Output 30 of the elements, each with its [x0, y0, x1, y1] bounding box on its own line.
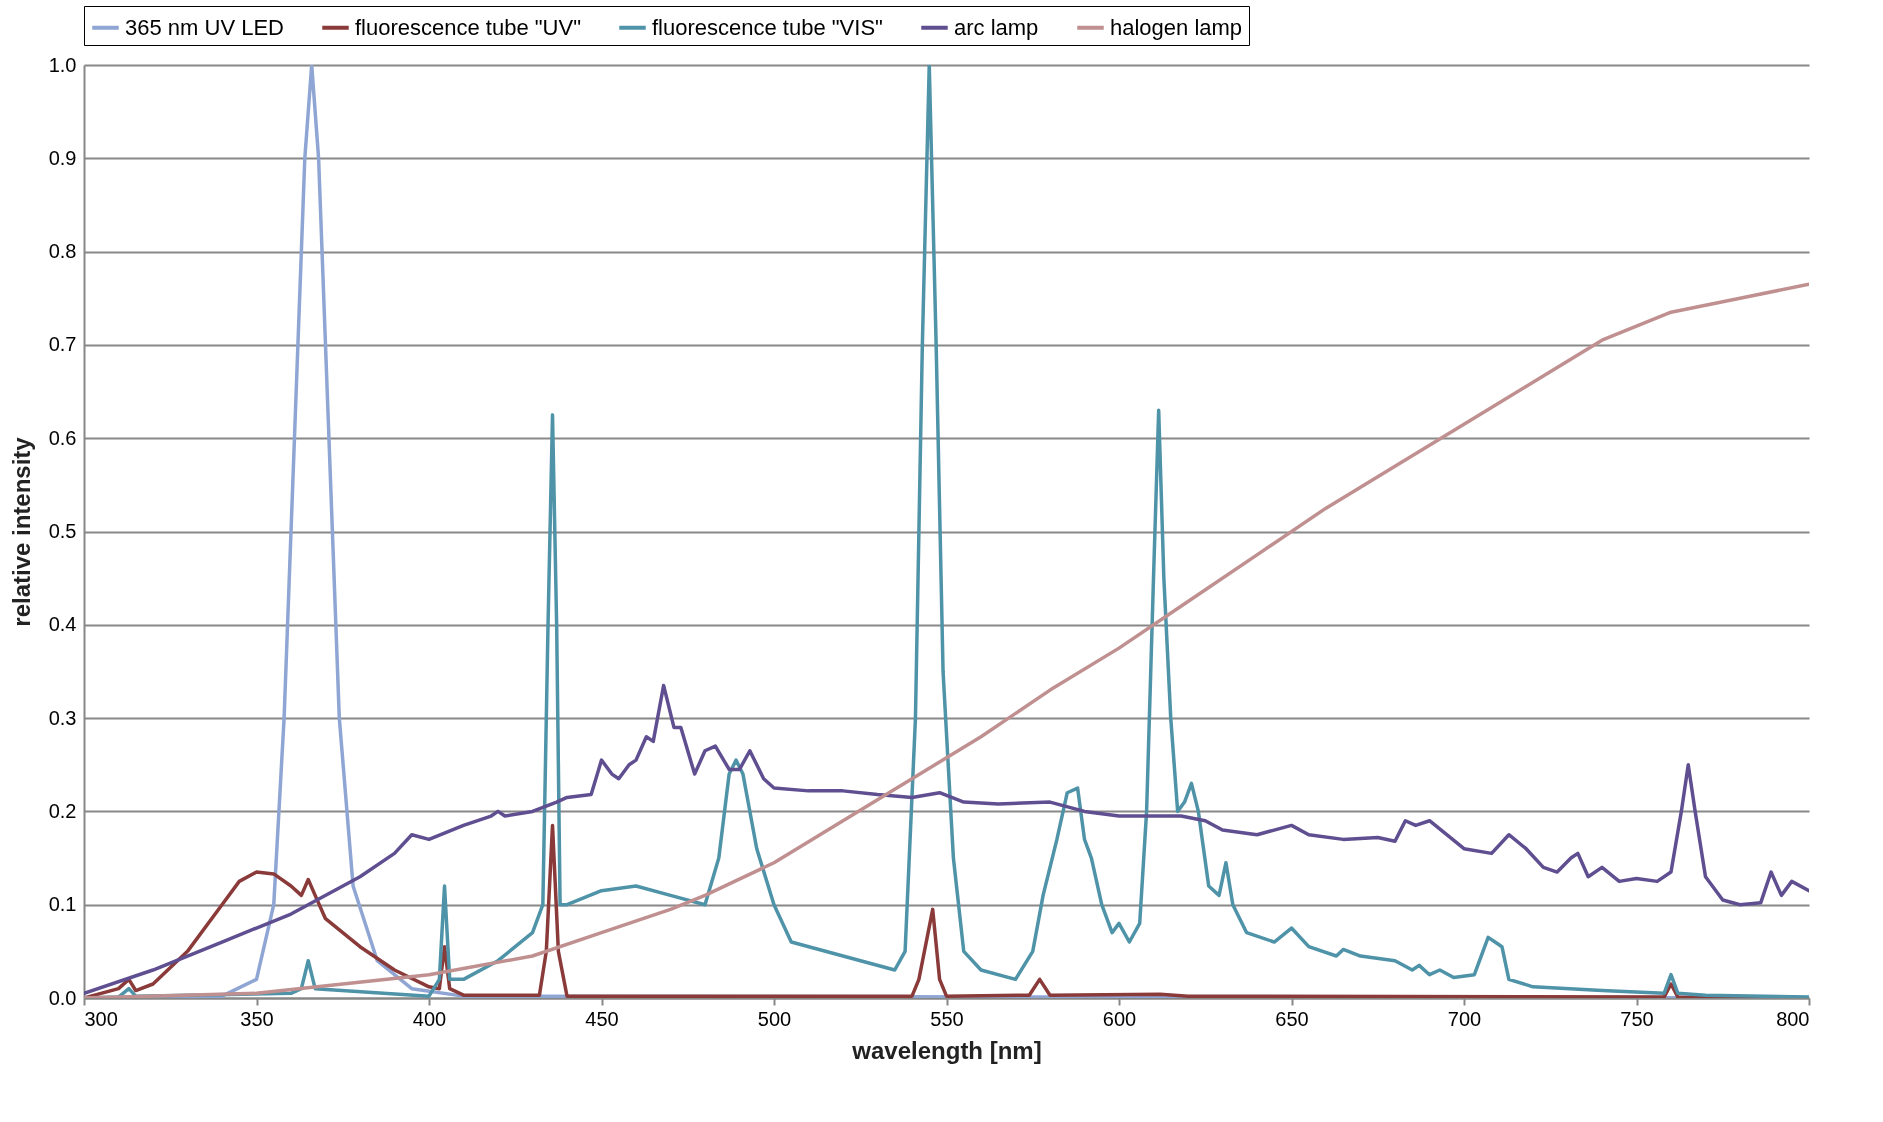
y-tick-label: 0.4 — [48, 613, 77, 636]
legend-label: fluorescence tube "VIS" — [652, 14, 883, 40]
y-tick-label: 0.5 — [48, 520, 77, 542]
x-tick-label: 550 — [930, 1007, 964, 1030]
x-tick-label: 450 — [585, 1007, 619, 1030]
legend-label: halogen lamp — [1110, 14, 1243, 40]
line-series — [84, 683, 1809, 996]
y-tick-label: 0.6 — [48, 426, 77, 449]
x-tick-label: 400 — [412, 1007, 447, 1030]
x-tick-label: 800 — [1776, 1007, 1810, 1030]
x-tick-label: 600 — [1102, 1007, 1137, 1030]
x-axis-title: wavelength [nm] — [851, 1036, 1042, 1064]
y-tick-label: 0.7 — [48, 333, 77, 356]
y-tick-label: 0.8 — [48, 240, 77, 263]
y-tick-label: 0.3 — [48, 706, 77, 729]
y-tick-label: 0.1 — [48, 893, 77, 916]
x-tick-label: 650 — [1275, 1007, 1309, 1030]
x-tick-label: 500 — [757, 1007, 792, 1030]
y-axis-title: relative intensity — [7, 436, 35, 627]
legend-label: arc lamp — [954, 14, 1039, 40]
legend-label: fluorescence tube "UV" — [355, 14, 581, 40]
y-tick-label: 0.2 — [48, 799, 77, 822]
y-tick-label: 0.9 — [48, 146, 77, 169]
x-tick-label: 750 — [1620, 1007, 1654, 1030]
x-tick-label: 700 — [1447, 1007, 1482, 1030]
x-tick-label: 350 — [240, 1007, 274, 1030]
legend-label: 365 nm UV LED — [125, 14, 284, 40]
y-tick-label: 1.0 — [48, 53, 77, 76]
y-tick-label: 0.0 — [48, 986, 77, 1009]
x-tick-label: 300 — [84, 1007, 118, 1030]
